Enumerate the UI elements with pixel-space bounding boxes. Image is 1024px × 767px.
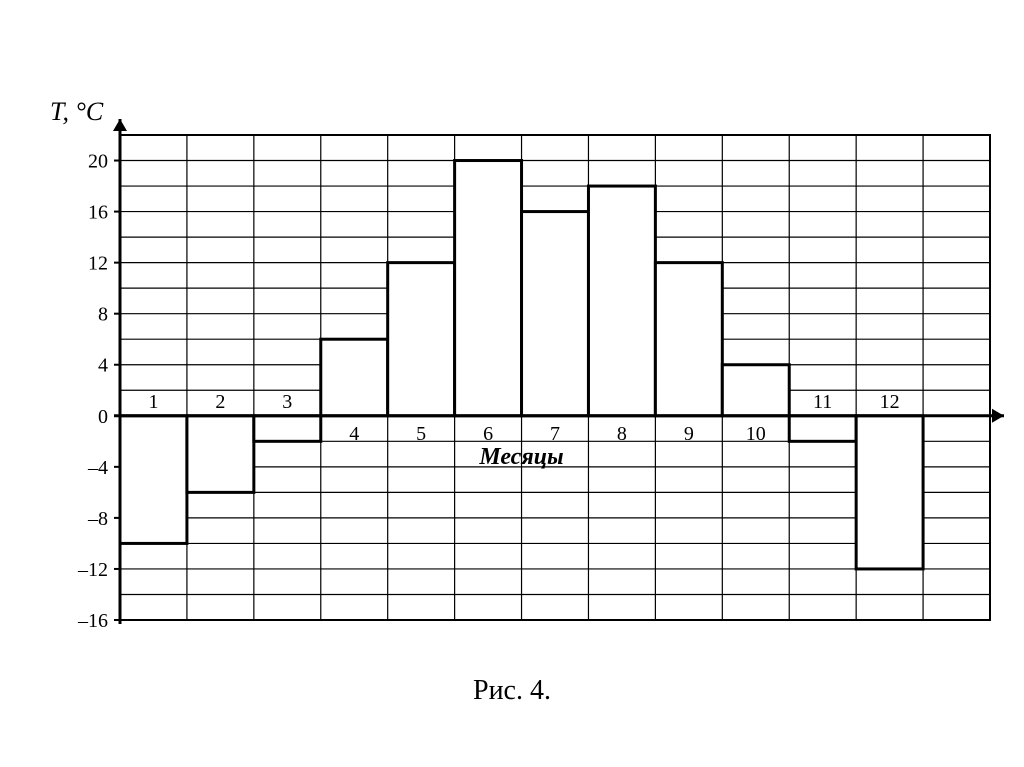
ytick-label: 0	[98, 406, 108, 428]
temperature-bar-chart: 201612840–4–8–12–16123456789101112Месяцы	[0, 0, 1024, 700]
ytick-label: 16	[88, 202, 108, 224]
ytick-label: 20	[88, 151, 108, 173]
x-axis-title: Месяцы	[478, 444, 563, 470]
xtick-label-12: 12	[880, 391, 900, 413]
ytick-label: –16	[77, 610, 108, 632]
xtick-label-11: 11	[813, 391, 832, 413]
bar-month-9	[655, 263, 722, 416]
bar-month-5	[388, 263, 455, 416]
bar-month-6	[455, 161, 522, 416]
ytick-label: –8	[87, 508, 108, 530]
xtick-label-4: 4	[349, 423, 359, 445]
xtick-label-8: 8	[617, 423, 627, 445]
ytick-label: –4	[87, 457, 108, 479]
chart-root: { "chart": { "type": "bar", "y_axis_titl…	[0, 0, 1024, 767]
bar-month-12	[856, 416, 923, 569]
bar-month-1	[120, 416, 187, 544]
xtick-label-7: 7	[550, 423, 560, 445]
ytick-label: 12	[88, 253, 108, 275]
bar-month-8	[588, 186, 655, 416]
ytick-label: –12	[77, 559, 108, 581]
ytick-label: 4	[98, 355, 108, 377]
xtick-label-1: 1	[148, 391, 158, 413]
bar-month-7	[522, 212, 589, 416]
y-axis-title: T, °C	[50, 97, 103, 127]
bar-month-10	[722, 365, 789, 416]
bar-month-2	[187, 416, 254, 493]
bar-month-3	[254, 416, 321, 442]
ytick-label: 8	[98, 304, 108, 326]
xtick-label-10: 10	[746, 423, 766, 445]
xtick-label-3: 3	[282, 391, 292, 413]
xtick-label-6: 6	[483, 423, 493, 445]
xtick-label-2: 2	[215, 391, 225, 413]
xtick-label-9: 9	[684, 423, 694, 445]
figure-caption: Рис. 4.	[0, 675, 1024, 707]
bar-month-4	[321, 339, 388, 416]
xtick-label-5: 5	[416, 423, 426, 445]
bar-month-11	[789, 416, 856, 442]
